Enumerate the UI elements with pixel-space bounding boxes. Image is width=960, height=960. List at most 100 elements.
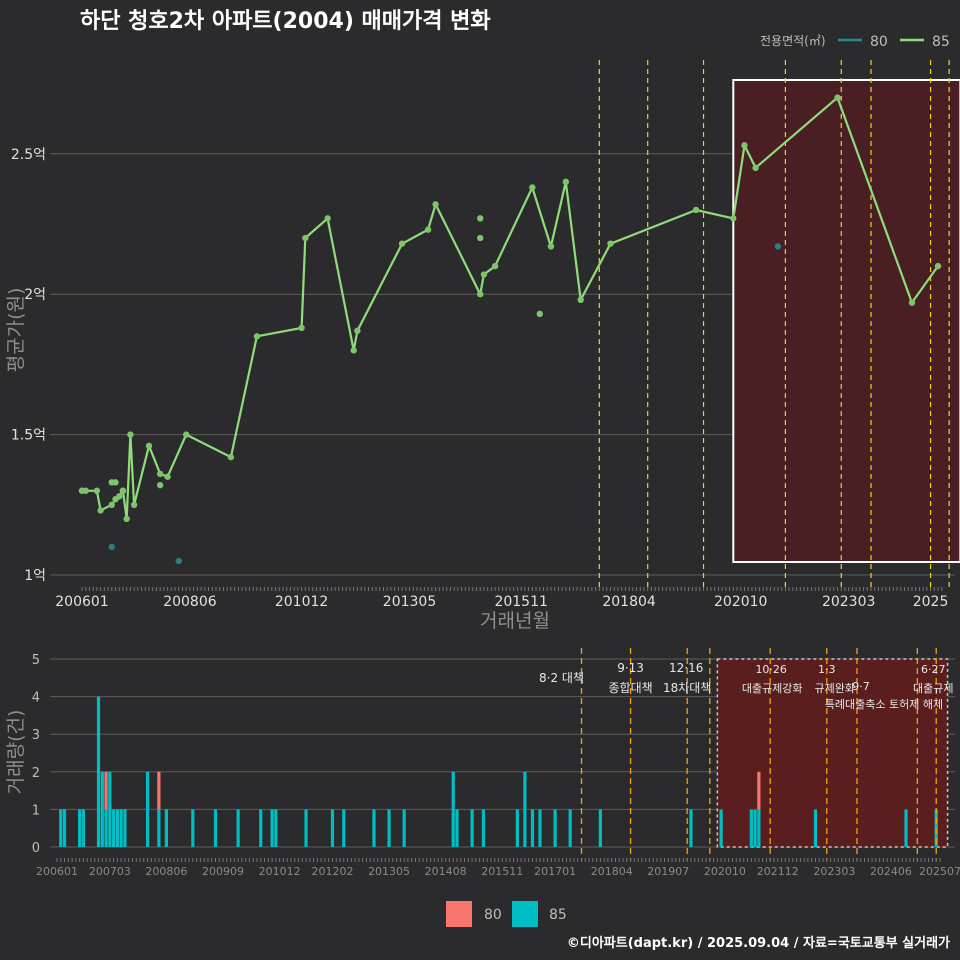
bar-85 — [62, 809, 67, 847]
series-85-point — [227, 453, 235, 461]
policy-label-1: 9·13 — [617, 661, 644, 675]
series-85-point — [529, 184, 536, 191]
series-85-point — [156, 470, 164, 478]
bar-x-tick-label: 202303 — [813, 865, 855, 878]
bar-85 — [402, 809, 406, 847]
policy-label-5: 1·3 — [818, 663, 836, 676]
series-85-point — [127, 431, 134, 438]
bar-85 — [749, 809, 753, 847]
series-85-point — [730, 215, 737, 222]
bar-y-tick-label: 4 — [32, 691, 40, 706]
bar-85 — [330, 809, 335, 847]
price-chart: 1억 1.5억 2억 2.5억 200601 200806 201012 201305 2015… — [11, 60, 960, 610]
bar-x-tick-label: 201408 — [425, 865, 467, 878]
bar-85 — [78, 809, 82, 847]
series-85-point — [298, 324, 305, 332]
bar-85 — [387, 809, 391, 847]
series-85-point — [302, 234, 309, 242]
bar-x-tick-label: 201907 — [647, 865, 689, 878]
bar-x-tick-label: 202507 — [919, 865, 960, 878]
series-80-point — [108, 543, 115, 551]
series-85-point — [934, 262, 942, 270]
bar-85 — [342, 809, 346, 847]
bar-85 — [157, 809, 161, 847]
bar-85 — [104, 809, 108, 847]
bar-85 — [259, 809, 263, 847]
bar-85 — [568, 809, 572, 847]
bar-85 — [904, 809, 908, 847]
bar-85 — [270, 809, 274, 847]
highlight-box — [732, 79, 960, 563]
bar-80 — [157, 771, 161, 810]
bar-85 — [753, 809, 757, 847]
bar-85 — [470, 809, 474, 847]
series-80-point — [774, 243, 782, 250]
series-85-point — [480, 271, 488, 278]
policy-label-8: 6·27 — [921, 663, 946, 676]
bar-y-tick-label: 2 — [32, 766, 40, 781]
bar-x-tick-label: 200806 — [145, 865, 187, 878]
series-85-point — [145, 442, 153, 450]
bar-85 — [96, 696, 101, 847]
series-85-point — [156, 481, 164, 489]
bar-85 — [213, 809, 218, 847]
bar-85 — [372, 809, 376, 847]
bar-80 — [104, 771, 108, 810]
series-85-point — [741, 142, 748, 149]
bar-x-tick-label: 202112 — [757, 865, 799, 878]
bar-x-tick-label: 202010 — [704, 865, 746, 878]
bar-85 — [538, 809, 542, 847]
bar-85 — [59, 809, 63, 847]
legend-bar-85-label: 85 — [549, 907, 567, 923]
series-85-point — [164, 473, 171, 480]
series-85-point — [477, 215, 484, 222]
bar-85 — [108, 771, 112, 847]
series-85-point — [116, 493, 123, 500]
y-tick-label: 1억 — [24, 568, 46, 584]
bar-85 — [123, 809, 127, 847]
bar-85 — [119, 809, 123, 847]
x-tick-label: 201012 — [275, 594, 328, 610]
x-tick-label: 201804 — [602, 594, 656, 610]
bar-85 — [530, 809, 535, 847]
bar-85 — [81, 809, 86, 847]
series-85-point — [536, 310, 543, 318]
bar-85 — [515, 809, 519, 847]
bar-85 — [757, 809, 761, 847]
bar-85 — [274, 809, 278, 847]
series-85-point — [692, 206, 700, 214]
series-85-point — [424, 226, 432, 233]
x-tick-label: 202010 — [714, 594, 767, 610]
legend-80-label: 80 — [870, 34, 888, 50]
series-85-point — [324, 215, 331, 222]
x-tick-label: 200601 — [55, 594, 108, 610]
bar-85 — [455, 809, 459, 847]
footer-credit: ©디아파트(dapt.kr) / 2025.09.04 / 자료=국토교통부 실… — [567, 935, 950, 951]
series-85-point — [834, 94, 841, 101]
series-85-point — [97, 507, 104, 514]
bar-x-tick-label: 201804 — [591, 865, 633, 878]
bar-85 — [553, 809, 557, 847]
series-85-point — [491, 262, 499, 270]
series-85-point — [350, 347, 357, 354]
bar-x-tick-label: 201202 — [311, 865, 353, 878]
bar-85 — [236, 809, 240, 847]
legend-bar-80-label: 80 — [484, 907, 502, 923]
bar-x-tick-label: 200601 — [36, 865, 78, 878]
policy-label-8: 대출규제 — [913, 682, 953, 695]
chart-title: 하단 청호2차 아파트(2004) 매매가격 변화 — [80, 9, 491, 34]
series-85-point — [108, 501, 115, 508]
policy-label-6: 특례대출축소 토허제 해제 — [825, 697, 943, 711]
series-85-point — [562, 178, 570, 186]
series-85-point — [752, 164, 759, 172]
series-85-point — [432, 201, 439, 208]
y-tick-label: 1.5억 — [11, 428, 46, 444]
series-85-point — [93, 487, 101, 494]
x-tick-label: 201511 — [494, 594, 547, 610]
series-85-point — [477, 234, 484, 242]
series-85-point — [354, 327, 361, 334]
series-85-point — [183, 431, 190, 438]
series-85-point — [577, 296, 584, 304]
x-tick-label: 2025 — [913, 594, 949, 610]
